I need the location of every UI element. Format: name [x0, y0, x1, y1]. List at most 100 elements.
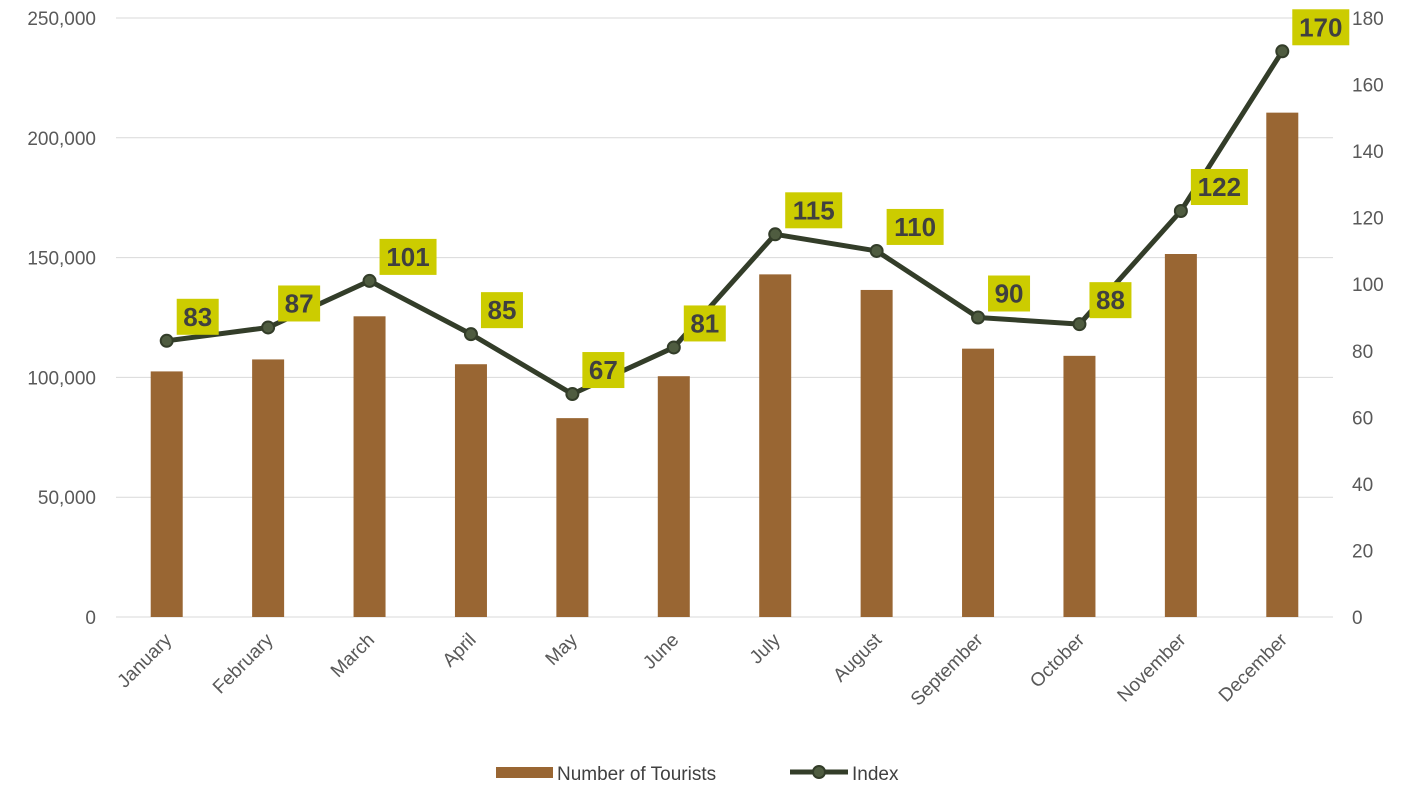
x-axis-ticks: January February March April May June July Augu…: [114, 629, 1293, 710]
data-label-box: [176, 298, 219, 335]
data-label: 83: [176, 298, 219, 335]
x-tick-label: June: [639, 630, 683, 674]
data-label-value: 115: [793, 195, 835, 225]
data-label: 87: [278, 285, 321, 322]
bar: [252, 359, 285, 617]
bar: [962, 348, 995, 617]
bar: [454, 364, 487, 617]
line-point: [869, 243, 884, 258]
line-point: [1275, 44, 1290, 59]
right-tick-label: 0: [1352, 608, 1363, 629]
bar: [1164, 254, 1197, 618]
data-label: 88: [1089, 282, 1132, 319]
data-label: 170: [1292, 9, 1350, 46]
legend-swatch-bar: [496, 767, 553, 778]
right-tick-label: 180: [1352, 9, 1384, 30]
right-tick-label: 140: [1352, 142, 1384, 163]
bar: [150, 371, 183, 617]
left-tick-label: 200,000: [27, 129, 96, 150]
data-label: 115: [785, 192, 843, 229]
line-point: [362, 273, 377, 288]
data-label: 67: [582, 352, 625, 389]
x-tick-label: May: [542, 629, 583, 670]
bar: [860, 289, 893, 617]
data-label-box: [379, 238, 437, 275]
data-label-box: [480, 292, 523, 329]
data-label-value: 122: [1198, 172, 1241, 202]
x-tick-label: February: [209, 629, 278, 698]
line-point: [1072, 317, 1087, 332]
legend: Number of Tourists Index: [496, 764, 899, 785]
left-tick-label: 250,000: [27, 9, 96, 30]
left-tick-label: 50,000: [38, 488, 96, 509]
right-tick-label: 60: [1352, 408, 1373, 429]
data-label-value: 67: [589, 355, 618, 385]
right-tick-label: 40: [1352, 475, 1373, 496]
line-point: [768, 227, 783, 242]
gridlines: [116, 17, 1333, 618]
line-point: [159, 333, 174, 348]
data-label-value: 88: [1096, 285, 1125, 315]
data-label: 101: [379, 238, 437, 275]
data-labels: 83 87 101 85 67 81 115 110 90 88 122 170: [176, 9, 1350, 389]
line-point: [565, 387, 580, 402]
line-point: [463, 327, 478, 342]
data-label-value: 85: [487, 295, 516, 325]
data-label-value: 110: [894, 212, 936, 242]
bar: [759, 274, 792, 617]
x-tick-label: December: [1215, 629, 1292, 706]
data-label-box: [988, 275, 1031, 312]
data-label-box: [1190, 169, 1248, 206]
data-label: 122: [1190, 169, 1248, 206]
data-label: 90: [988, 275, 1031, 312]
right-tick-label: 80: [1352, 342, 1373, 363]
bar: [353, 316, 386, 617]
legend-swatch-marker: [812, 765, 826, 779]
legend-label-line: Index: [852, 764, 899, 785]
data-label-box: [582, 352, 625, 389]
bar: [657, 376, 690, 617]
right-tick-label: 160: [1352, 76, 1384, 97]
left-tick-label: 150,000: [27, 249, 96, 270]
data-label-box: [785, 192, 843, 229]
x-tick-label: January: [114, 629, 177, 692]
x-tick-label: July: [746, 629, 785, 668]
data-label-box: [1292, 9, 1350, 46]
data-label-value: 83: [183, 302, 212, 332]
legend-label-bar: Number of Tourists: [557, 764, 716, 785]
data-label-box: [1089, 282, 1132, 319]
data-label-box: [886, 208, 944, 245]
index-line: [166, 49, 1285, 397]
left-tick-label: 100,000: [27, 368, 96, 389]
data-label-value: 101: [386, 242, 429, 272]
right-tick-label: 120: [1352, 209, 1384, 230]
bar: [1063, 355, 1096, 617]
line-point: [261, 320, 276, 335]
data-label: 110: [886, 208, 944, 245]
x-tick-label: November: [1114, 629, 1191, 706]
line-point: [1173, 204, 1188, 219]
data-label: 81: [683, 305, 726, 342]
x-tick-label: March: [327, 630, 379, 682]
left-tick-label: 0: [85, 608, 96, 629]
data-label-value: 87: [285, 288, 314, 318]
bar: [556, 418, 589, 617]
right-tick-label: 20: [1352, 541, 1373, 562]
data-label-value: 81: [690, 308, 719, 338]
x-tick-label: April: [439, 630, 481, 672]
right-axis-ticks: 0 20 40 60 80 100 120 140 160 180: [1352, 9, 1384, 629]
line-point: [971, 310, 986, 325]
line-point: [666, 340, 681, 355]
left-axis-ticks: 0 50,000 100,000 150,000 200,000 250,000: [27, 9, 96, 629]
line-series: [159, 44, 1290, 402]
x-tick-label: October: [1026, 629, 1089, 692]
bar-series: [150, 112, 1299, 618]
x-tick-label: August: [829, 629, 886, 686]
data-label: 85: [480, 292, 523, 329]
x-tick-label: September: [907, 629, 988, 710]
bar: [1266, 112, 1299, 617]
data-label-value: 170: [1299, 12, 1342, 42]
right-tick-label: 100: [1352, 275, 1384, 296]
data-label-box: [683, 305, 726, 342]
